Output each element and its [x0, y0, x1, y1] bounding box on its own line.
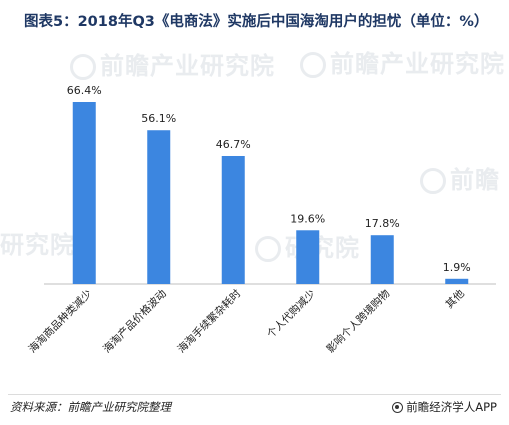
qianzhan-logo-icon [392, 401, 404, 413]
x-tick-label-1: 海淘产品价格波动 [100, 287, 169, 356]
bar-5 [445, 278, 469, 284]
footer-divider [8, 394, 501, 395]
data-label-5: 1.9% [443, 261, 471, 274]
brand-credit: 前瞻经济学人APP [392, 399, 497, 415]
bar-4 [370, 235, 394, 284]
data-label-2: 46.7% [216, 138, 251, 151]
data-label-1: 56.1% [141, 112, 176, 125]
bar-chart: 66.4% 海淘商品种类减少 56.1% 海淘产品价格波动 46.7% 海淘手续繁杂耗时 1… [26, 84, 496, 356]
x-tick-label-3: 个人代购减少 [264, 287, 318, 341]
bar-1 [147, 130, 171, 284]
source-note: 资料来源：前瞻产业研究院整理 [10, 400, 171, 414]
chart-title: 图表5：2018年Q3《电商法》实施后中国海淘用户的担忧（单位：%） [24, 14, 489, 30]
brand-name: 前瞻经济学人APP [406, 400, 497, 414]
bar-0 [72, 102, 96, 284]
bar-2 [221, 155, 245, 284]
x-tick-label-5: 其他 [443, 287, 467, 311]
data-label-3: 19.6% [290, 212, 325, 225]
data-label-4: 17.8% [365, 217, 400, 230]
bar-3 [296, 230, 320, 284]
data-label-0: 66.4% [67, 84, 102, 97]
x-tick-label-0: 海淘商品种类减少 [26, 287, 95, 356]
x-tick-label-2: 海淘手续繁杂耗时 [175, 287, 244, 356]
x-tick-label-4: 影响个人跨境购物 [324, 287, 393, 356]
footer: 资料来源：前瞻产业研究院整理 前瞻经济学人APP [0, 397, 509, 417]
